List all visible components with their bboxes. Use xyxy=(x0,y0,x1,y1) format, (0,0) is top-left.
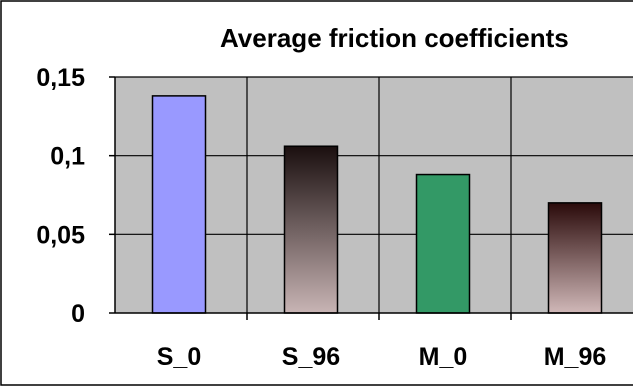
y-tick-label: 0 xyxy=(71,300,85,328)
x-tick-label: S_0 xyxy=(157,343,201,371)
bar-m-0 xyxy=(415,173,471,314)
x-tick-labels: S_0 S_96 M_0 M_96 xyxy=(157,343,607,371)
x-tick-label: S_96 xyxy=(282,343,340,371)
axes xyxy=(109,76,633,320)
chart-title: Average friction coefficients xyxy=(220,23,569,53)
y-tick-labels: 0 0,05 0,1 0,15 xyxy=(36,64,85,328)
x-tick-label: M_96 xyxy=(544,343,607,371)
y-tick-label: 0,15 xyxy=(36,64,85,92)
bar-s-0 xyxy=(151,95,207,314)
bar-s-96 xyxy=(283,145,339,314)
bars xyxy=(151,95,603,314)
y-tick-label: 0,05 xyxy=(36,221,85,249)
x-tick-label: M_0 xyxy=(419,343,468,371)
bar-m-96 xyxy=(547,202,603,314)
y-tick-label: 0,1 xyxy=(50,143,85,171)
